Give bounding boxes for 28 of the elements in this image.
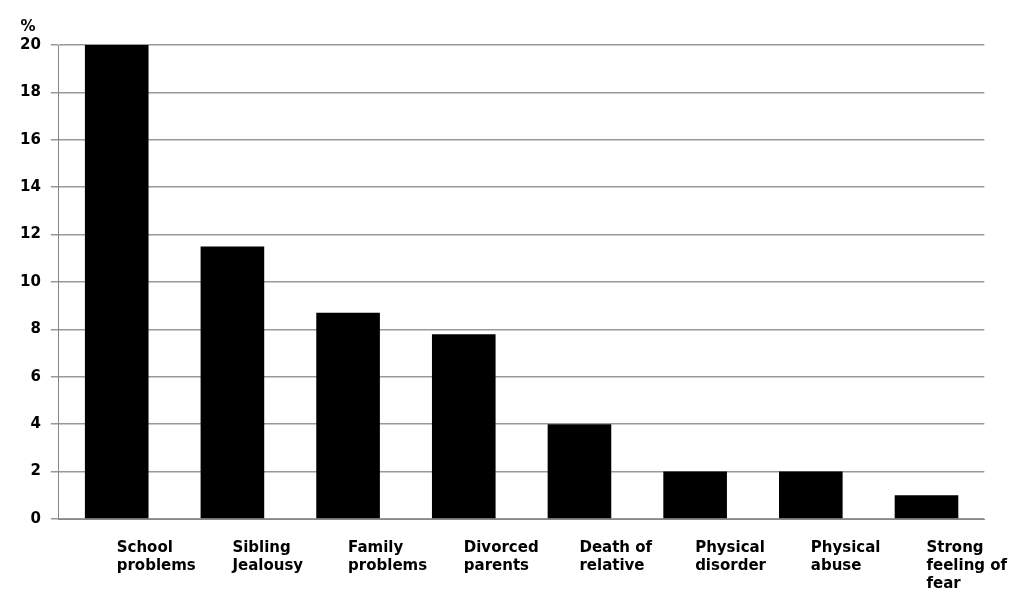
y-tick-label: 2 bbox=[30, 461, 41, 480]
y-tick-label: 12 bbox=[20, 224, 41, 243]
y-tick-label: 0 bbox=[30, 508, 41, 527]
x-tick-label: Physical disorder bbox=[695, 537, 767, 574]
y-tick-label: 20 bbox=[20, 34, 41, 53]
x-tick-label: Sibling Jealousy bbox=[231, 537, 304, 574]
x-tick-label: Strong feeling of fear bbox=[926, 537, 1008, 592]
y-tick-label: 14 bbox=[20, 177, 41, 196]
y-tick-label: 16 bbox=[20, 129, 41, 148]
x-tick-label: Death of relative bbox=[579, 537, 653, 574]
y-tick-label: 10 bbox=[20, 271, 41, 290]
bar bbox=[200, 246, 265, 519]
bar bbox=[84, 45, 149, 519]
y-tick-label: 8 bbox=[30, 319, 41, 338]
y-axis-title: % bbox=[20, 17, 36, 36]
bar bbox=[894, 495, 959, 519]
x-tick-label: Family problems bbox=[348, 537, 428, 574]
y-tick-label: 4 bbox=[30, 414, 41, 433]
x-tick-label: Divorced parents bbox=[463, 537, 539, 574]
bar bbox=[663, 471, 727, 519]
bar bbox=[316, 312, 380, 519]
x-tick-label: School problems bbox=[116, 537, 196, 574]
bar bbox=[431, 334, 496, 519]
bar bbox=[779, 471, 843, 519]
x-tick-label: Physical abuse bbox=[810, 537, 881, 574]
y-tick-label: 6 bbox=[30, 366, 41, 385]
bar bbox=[547, 424, 612, 519]
y-tick-label: 18 bbox=[20, 82, 41, 101]
